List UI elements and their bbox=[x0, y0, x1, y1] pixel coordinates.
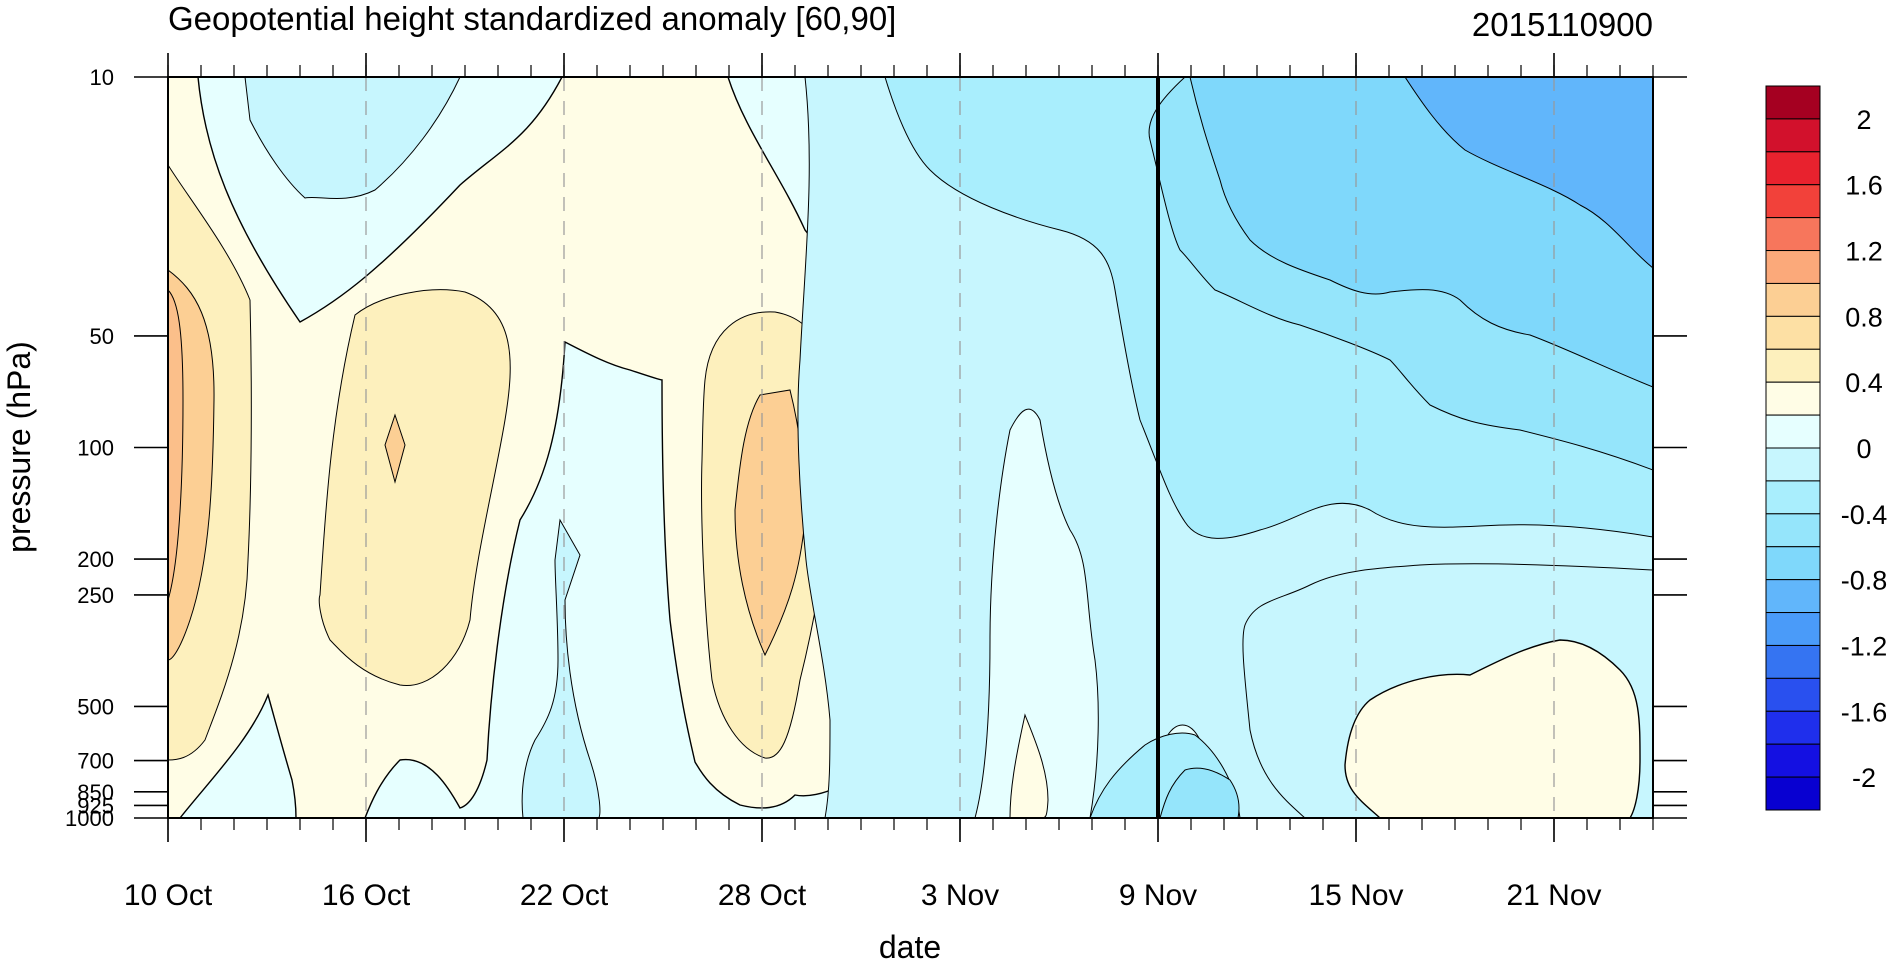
x-tick-label: 16 Oct bbox=[322, 879, 411, 912]
colorbar-swatch bbox=[1765, 217, 1821, 252]
colorbar-swatch bbox=[1765, 776, 1821, 811]
colorbar-swatch bbox=[1765, 677, 1821, 712]
y-tick-label: 700 bbox=[77, 749, 114, 774]
colorbar-swatch bbox=[1765, 513, 1821, 548]
contour-left-06 bbox=[168, 289, 184, 601]
colorbar-label: -1.2 bbox=[1841, 631, 1888, 661]
colorbar-swatch bbox=[1765, 381, 1821, 416]
chart-title: Geopotential height standardized anomaly… bbox=[168, 0, 896, 37]
colorbar-swatch bbox=[1765, 414, 1821, 449]
colorbar-label: 1.6 bbox=[1845, 171, 1883, 201]
y-axis-label: pressure (hPa) bbox=[1, 341, 37, 553]
y-tick-label: 10 bbox=[90, 65, 114, 90]
chart-timestamp: 2015110900 bbox=[1472, 6, 1653, 43]
x-tick-label: 15 Nov bbox=[1308, 879, 1403, 912]
colorbar-label: -0.8 bbox=[1841, 566, 1888, 596]
x-tick-label: 10 Oct bbox=[124, 879, 213, 912]
colorbar-label: -2 bbox=[1852, 763, 1876, 793]
colorbar-swatch bbox=[1765, 644, 1821, 679]
colorbar-swatch bbox=[1765, 612, 1821, 646]
contour-oct16-02 bbox=[318, 289, 511, 687]
contour-nov05-pos bbox=[1009, 713, 1049, 818]
colorbar-label: -1.6 bbox=[1841, 697, 1888, 727]
contour-neg-08-low bbox=[1159, 767, 1240, 818]
contour-upper-cyan-left bbox=[244, 77, 461, 200]
colorbar-swatch bbox=[1765, 282, 1821, 317]
colorbar-label: 2 bbox=[1856, 105, 1871, 135]
colorbar-swatch bbox=[1765, 85, 1821, 120]
contour-oct16-04 bbox=[384, 413, 406, 484]
contour-neg-12 bbox=[1404, 77, 1653, 269]
colorbar-swatch bbox=[1765, 184, 1821, 219]
contour-field bbox=[168, 77, 1653, 818]
colorbar: 2 1.6 1.2 0.8 0.4 0 -0.4 -0.8 -1.2 -1.6 -2 bbox=[1765, 85, 1888, 811]
colorbar-swatch bbox=[1765, 579, 1821, 614]
y-tick-label: 250 bbox=[77, 583, 114, 608]
y-tick-label: 850 bbox=[77, 780, 114, 805]
x-axis-label: date bbox=[879, 929, 941, 963]
y-tick-label: 1000 bbox=[65, 806, 114, 831]
colorbar-swatch bbox=[1765, 480, 1821, 515]
colorbar-swatch bbox=[1765, 118, 1821, 153]
y-tick-label: 100 bbox=[77, 436, 114, 461]
y-tick-label: 200 bbox=[77, 547, 114, 572]
colorbar-label: -0.4 bbox=[1841, 500, 1888, 530]
y-tick-label: 50 bbox=[90, 324, 114, 349]
colorbar-label: 0 bbox=[1856, 434, 1871, 464]
colorbar-swatch bbox=[1765, 447, 1821, 482]
x-tick-label: 9 Nov bbox=[1119, 879, 1197, 912]
x-tick-label: 3 Nov bbox=[921, 879, 999, 912]
y-tick-label: 925 bbox=[77, 793, 114, 818]
colorbar-label: 0.8 bbox=[1845, 302, 1883, 332]
colorbar-label: 0.4 bbox=[1845, 368, 1883, 398]
colorbar-swatch bbox=[1765, 250, 1821, 284]
y-tick-label: 500 bbox=[77, 694, 114, 719]
x-tick-label: 22 Oct bbox=[520, 879, 609, 912]
colorbar-swatch bbox=[1765, 743, 1821, 778]
colorbar-swatch bbox=[1765, 348, 1821, 383]
x-tick-label: 21 Nov bbox=[1506, 879, 1601, 912]
contour-oct22-cyan bbox=[521, 518, 601, 818]
contour-late-nov-pos bbox=[1344, 639, 1641, 818]
colorbar-label: 1.2 bbox=[1845, 237, 1883, 267]
x-tick-label: 28 Oct bbox=[718, 879, 807, 912]
colorbar-swatch bbox=[1765, 546, 1821, 581]
colorbar-swatch bbox=[1765, 151, 1821, 186]
colorbar-swatch bbox=[1765, 315, 1821, 350]
x-axis: 10 Oct 16 Oct 22 Oct 28 Oct 3 Nov 9 Nov 15 Nov… bbox=[124, 53, 1654, 912]
contour-positive-bottom bbox=[179, 692, 297, 818]
colorbar-swatch bbox=[1765, 710, 1821, 745]
